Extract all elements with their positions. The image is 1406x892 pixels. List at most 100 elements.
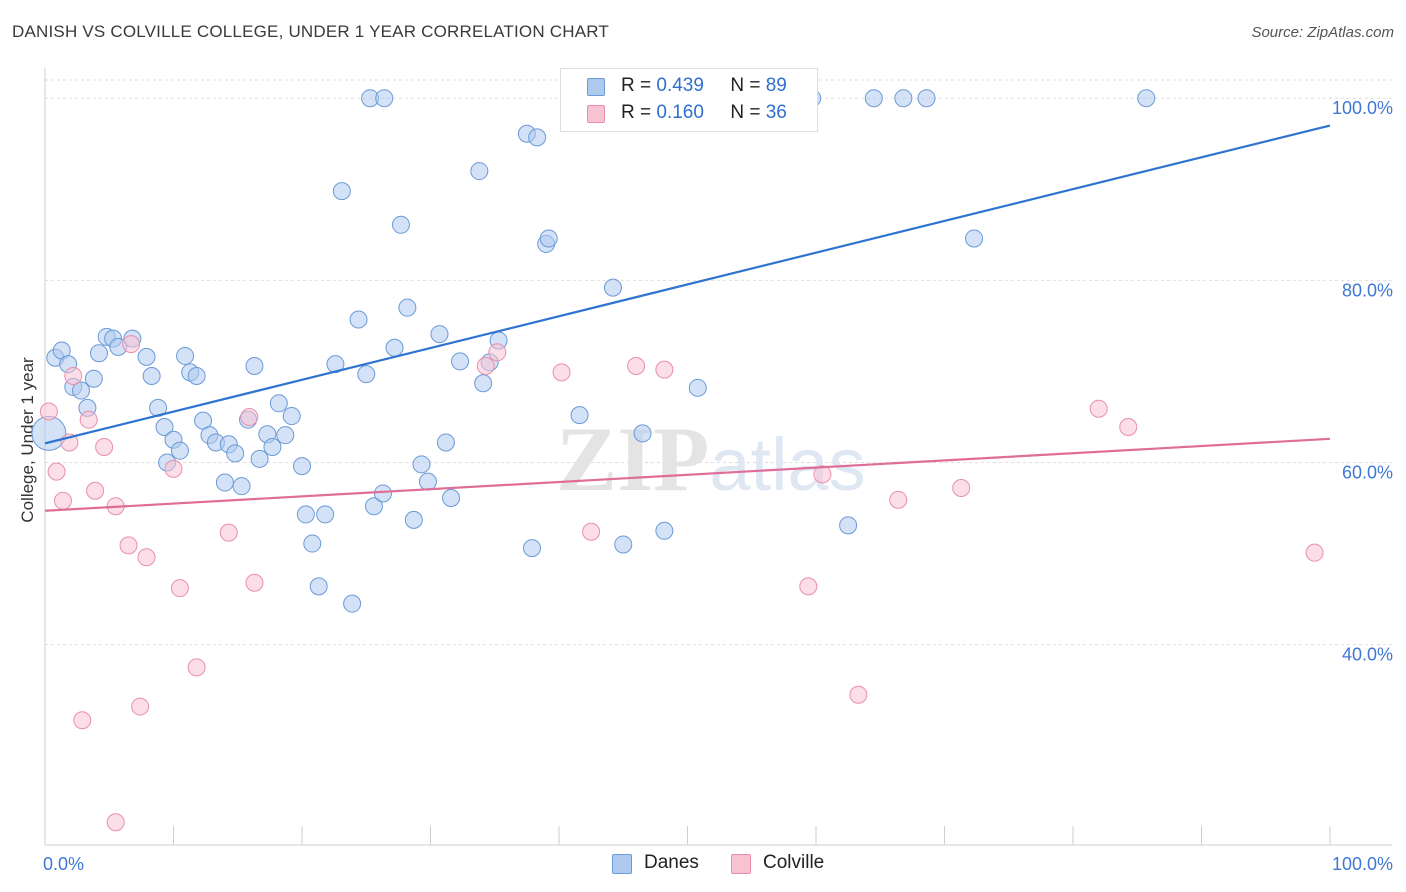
colville-point bbox=[1089, 399, 1108, 418]
colville-point bbox=[137, 548, 156, 567]
danes-point bbox=[523, 539, 542, 558]
r-label: R = bbox=[621, 75, 652, 96]
danes-point bbox=[375, 89, 394, 108]
danes-point bbox=[442, 489, 461, 508]
danes-point bbox=[655, 521, 674, 540]
n-value: 36 bbox=[765, 102, 787, 123]
danes-point bbox=[276, 426, 295, 445]
colville-point bbox=[627, 356, 646, 375]
danes-point bbox=[232, 477, 251, 496]
danes-point bbox=[84, 369, 103, 388]
danes-point bbox=[1137, 89, 1156, 108]
legend-label-colville: Colville bbox=[763, 852, 825, 873]
danes-point bbox=[332, 182, 351, 201]
danes-point bbox=[142, 366, 161, 385]
colville-point bbox=[219, 523, 238, 542]
colville-point bbox=[64, 366, 83, 385]
colville-point bbox=[582, 522, 601, 541]
danes-point bbox=[633, 424, 652, 443]
colville-point bbox=[240, 407, 259, 426]
colville-point bbox=[488, 343, 507, 362]
danes-point bbox=[269, 394, 288, 413]
colville-point bbox=[245, 573, 264, 592]
colville-point bbox=[53, 491, 72, 510]
r-label: R = bbox=[621, 102, 652, 123]
danes-point bbox=[309, 577, 328, 596]
danes-point bbox=[293, 457, 311, 476]
danes-point bbox=[226, 444, 245, 463]
colville-swatch bbox=[731, 854, 751, 874]
danes-point bbox=[71, 381, 90, 400]
danes-point bbox=[391, 215, 410, 234]
danes-point bbox=[864, 89, 883, 108]
stats-text-danes: R = 0.439 N = 89 bbox=[621, 75, 787, 97]
colville-point bbox=[164, 459, 183, 478]
danes-point bbox=[364, 497, 383, 516]
colville-trend-line bbox=[44, 437, 1331, 512]
danes-point bbox=[187, 366, 206, 385]
colville-point bbox=[655, 360, 674, 379]
danes-point bbox=[539, 229, 558, 248]
danes-point bbox=[170, 441, 189, 460]
danes-point bbox=[137, 347, 156, 366]
danes-trend-line bbox=[44, 124, 1331, 445]
colville-point bbox=[187, 658, 206, 677]
danes-point bbox=[570, 406, 589, 425]
danes-point bbox=[349, 310, 368, 329]
colville-swatch bbox=[587, 105, 605, 123]
danes-point bbox=[282, 407, 301, 426]
colville-point bbox=[39, 402, 58, 421]
danes-point bbox=[31, 415, 67, 451]
watermark: ZIPatlas bbox=[556, 408, 866, 510]
n-value: 89 bbox=[765, 75, 787, 96]
colville-point bbox=[889, 490, 908, 509]
danes-point bbox=[303, 534, 322, 553]
colville-point bbox=[1119, 417, 1138, 436]
danes-point bbox=[263, 438, 282, 457]
danes-point bbox=[176, 346, 195, 365]
danes-swatch bbox=[587, 78, 605, 96]
danes-point bbox=[373, 484, 392, 503]
danes-point bbox=[839, 516, 858, 535]
danes-point bbox=[398, 298, 417, 317]
y-tick-label: 100.0% bbox=[1332, 98, 1393, 118]
danes-point bbox=[917, 89, 936, 108]
colville-point bbox=[86, 481, 105, 500]
r-value: 0.160 bbox=[656, 102, 704, 123]
danes-point bbox=[470, 162, 489, 181]
danes-point bbox=[404, 510, 423, 529]
danes-point bbox=[245, 356, 264, 375]
danes-point bbox=[357, 365, 376, 384]
colville-point bbox=[849, 685, 868, 704]
colville-point bbox=[47, 462, 66, 481]
y-tick-label: 60.0% bbox=[1342, 463, 1393, 483]
danes-point bbox=[412, 455, 431, 474]
colville-point bbox=[1305, 543, 1324, 562]
danes-point bbox=[215, 473, 234, 492]
danes-point bbox=[89, 344, 108, 363]
danes-point bbox=[430, 325, 449, 344]
danes-point bbox=[316, 505, 335, 524]
danes-point bbox=[250, 449, 269, 468]
n-label: N = bbox=[730, 102, 761, 123]
chart-title: DANISH VS COLVILLE COLLEGE, UNDER 1 YEAR… bbox=[12, 22, 609, 41]
danes-point bbox=[451, 352, 470, 371]
danes-point bbox=[343, 594, 362, 613]
x-tick-label: 100.0% bbox=[1332, 854, 1393, 874]
series-colville bbox=[39, 89, 1324, 832]
colville-point bbox=[79, 410, 98, 429]
series-legend: Danes Colville bbox=[0, 852, 1406, 878]
colville-point bbox=[952, 479, 971, 497]
colville-point bbox=[131, 697, 150, 716]
danes-point bbox=[155, 417, 174, 436]
danes-point bbox=[474, 374, 493, 393]
stats-text-colville: R = 0.160 N = 36 bbox=[621, 102, 787, 124]
danes-point bbox=[965, 229, 984, 248]
n-label: N = bbox=[730, 75, 761, 96]
danes-point bbox=[603, 278, 622, 297]
colville-point bbox=[799, 577, 818, 596]
legend-label-danes: Danes bbox=[644, 852, 699, 873]
colville-point bbox=[73, 711, 92, 730]
source-attribution: Source: ZipAtlas.com bbox=[1251, 24, 1394, 41]
